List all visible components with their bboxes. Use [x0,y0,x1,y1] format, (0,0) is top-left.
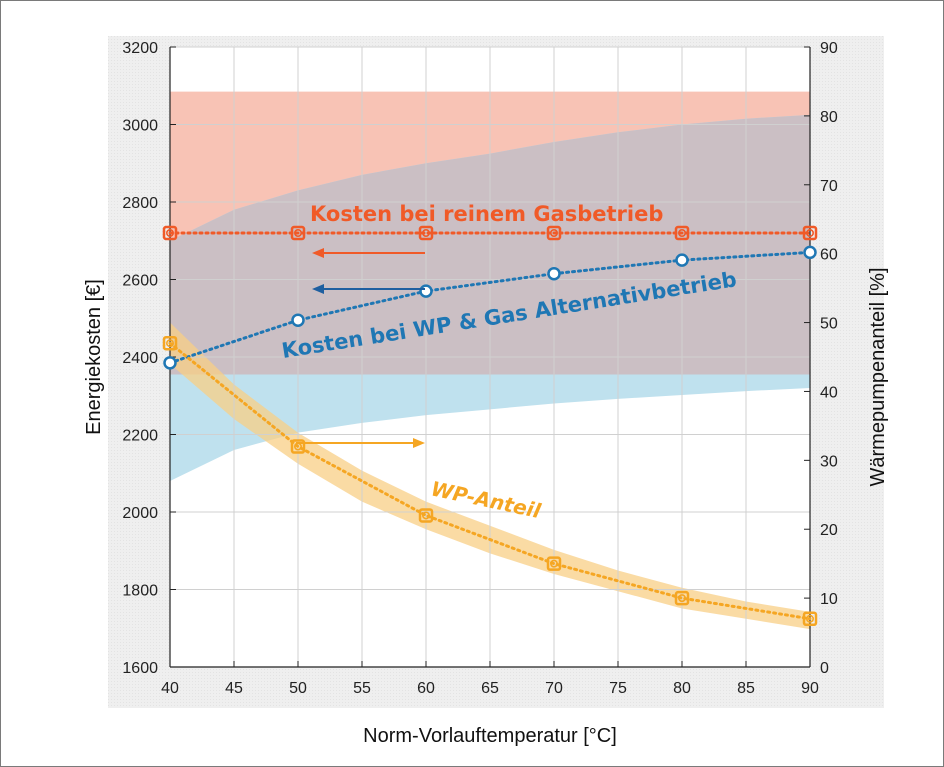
x-tick-label: 45 [225,680,243,697]
x-tick-label: 60 [417,680,435,697]
point-inner-gas [805,229,814,238]
y-tick-label-right: 70 [820,178,838,195]
y-axis-label-right: Wärmepumpenanteil [%] [867,268,889,487]
point-wp-anteil [162,335,178,351]
x-tick-label: 90 [801,680,819,697]
point-wp-gas [291,313,305,327]
point-wp-anteil [546,556,562,571]
y-tick-label-left: 2400 [122,350,158,367]
x-tick-label: 70 [545,680,563,697]
arrow-wp-gas [312,284,425,294]
y-tick-label-left: 2600 [122,273,158,290]
y-tick-label-right: 0 [820,660,829,677]
point-inner-wp-anteil [805,614,814,623]
y-tick-label-left: 2000 [122,505,158,522]
point-inner-wp-anteil [166,339,175,348]
point-inner-wp-anteil [677,594,686,603]
x-tick-label: 65 [481,680,499,697]
y-tick-label-right: 40 [820,384,838,401]
point-wp-gas [803,245,817,260]
arrow-wp-anteil [296,438,425,448]
point-wp-anteil [290,439,306,454]
x-tick-label: 80 [673,680,691,697]
point-gas [802,225,818,241]
y-tick-label-left: 2200 [122,428,158,445]
point-gas [674,225,690,241]
point-gas [418,225,434,241]
arrow-gas [312,248,425,258]
point-inner-gas [677,229,686,238]
point-inner-gas [293,229,302,238]
point-inner-gas [166,229,175,238]
y-tick-label-right: 50 [820,316,838,333]
x-axis-label: Norm-Vorlauftemperatur [°C] [363,725,617,747]
x-tick-label: 85 [737,680,755,697]
x-tick-label: 75 [609,680,627,697]
point-wp-gas [675,253,689,267]
y-tick-label-right: 20 [820,522,838,539]
x-tick-label: 40 [161,680,179,697]
series-line-wp-anteil [168,341,812,621]
point-gas [162,225,178,241]
point-wp-anteil [418,508,434,523]
x-tick-label: 55 [353,680,371,697]
point-inner-wp-anteil [421,511,430,520]
point-gas [290,225,306,241]
y-tick-label-left: 2800 [122,195,158,212]
y-tick-label-left: 1600 [122,660,158,677]
series-line-wp-gas [168,250,812,365]
y-tick-label-left: 3200 [122,40,158,57]
y-axis-label-left: Energiekosten [€] [83,279,105,435]
point-wp-gas [419,284,433,298]
point-gas [546,225,562,241]
point-inner-gas [549,229,558,238]
point-wp-anteil [674,590,690,606]
y-tick-label-right: 90 [820,40,838,57]
point-inner-wp-anteil [549,559,558,568]
y-tick-label-right: 30 [820,453,838,470]
point-wp-gas [163,356,177,370]
annotation-gas: Kosten bei reinem Gasbetrieb [310,202,663,226]
y-tick-label-right: 10 [820,591,838,608]
y-tick-label-left: 1800 [122,583,158,600]
point-wp-anteil [802,611,818,627]
y-tick-label-left: 3000 [122,118,158,135]
y-tick-label-right: 80 [820,109,838,126]
x-tick-label: 50 [289,680,307,697]
y-tick-label-right: 60 [820,247,838,264]
point-wp-gas [547,266,561,281]
point-inner-gas [421,229,430,238]
